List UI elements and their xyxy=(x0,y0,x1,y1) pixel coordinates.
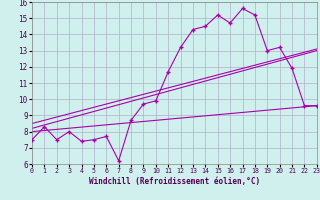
X-axis label: Windchill (Refroidissement éolien,°C): Windchill (Refroidissement éolien,°C) xyxy=(89,177,260,186)
